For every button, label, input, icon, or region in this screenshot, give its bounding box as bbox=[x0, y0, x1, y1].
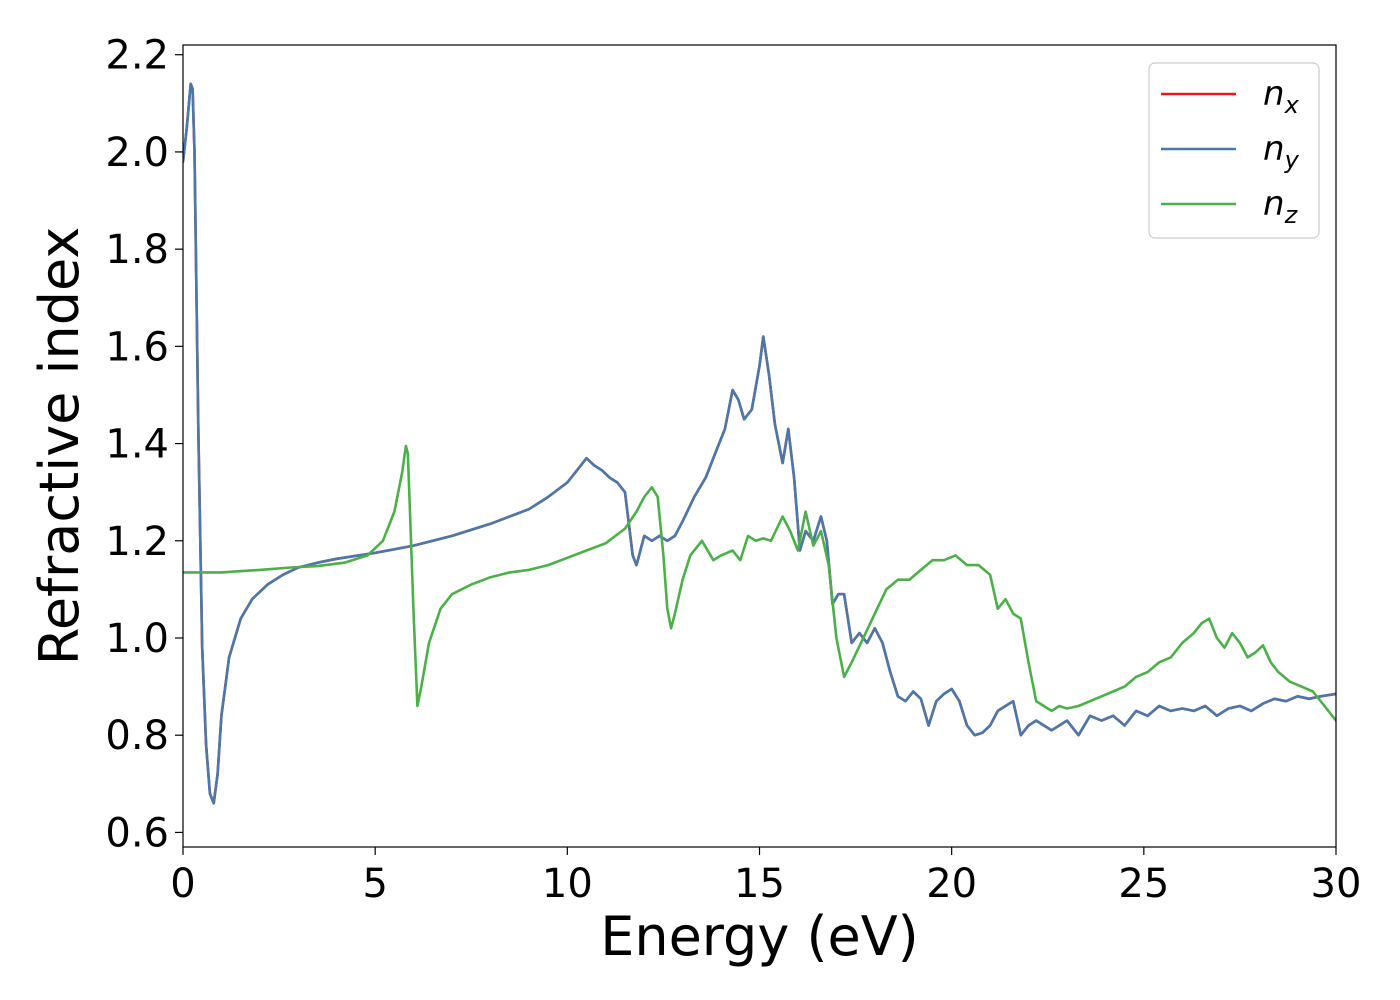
legend-item-n-z[interactable]: nz bbox=[1161, 184, 1299, 229]
x-tick-label: 20 bbox=[926, 861, 977, 907]
y-tick-label: 2.0 bbox=[105, 130, 169, 176]
y-tick-label: 0.8 bbox=[105, 713, 169, 759]
y-tick-label: 0.6 bbox=[105, 810, 169, 856]
x-tick-label: 10 bbox=[542, 861, 593, 907]
y-axis: 0.6 0.8 1.0 1.2 1.4 1.6 1.8 2.0 2.2 bbox=[105, 33, 183, 856]
legend-item-n-y[interactable]: ny bbox=[1161, 129, 1300, 174]
x-tick-label: 5 bbox=[362, 861, 387, 907]
x-axis: 0 5 10 15 20 25 30 bbox=[170, 847, 1361, 907]
legend-label: ny bbox=[1263, 129, 1300, 174]
y-tick-label: 1.6 bbox=[105, 324, 169, 370]
legend-label: nz bbox=[1263, 184, 1299, 229]
legend-label: nx bbox=[1263, 74, 1300, 119]
y-tick-label: 2.2 bbox=[105, 33, 169, 79]
series-layer bbox=[183, 82, 1336, 805]
x-tick-label: 30 bbox=[1311, 861, 1362, 907]
series-line-n-z bbox=[183, 444, 1336, 722]
legend-item-n-x[interactable]: nx bbox=[1161, 74, 1300, 119]
y-tick-label: 1.2 bbox=[105, 519, 169, 565]
legend-frame bbox=[1148, 62, 1320, 239]
x-tick-label: 15 bbox=[734, 861, 785, 907]
x-tick-label: 0 bbox=[170, 861, 195, 907]
y-axis-label: Refractive index bbox=[28, 227, 91, 666]
y-tick-label: 1.8 bbox=[105, 227, 169, 273]
y-tick-label: 1.4 bbox=[105, 422, 169, 468]
y-tick-label: 1.0 bbox=[105, 616, 169, 662]
x-tick-label: 25 bbox=[1118, 861, 1169, 907]
legend[interactable]: nx ny nz bbox=[1148, 62, 1320, 239]
legend-items: nx ny nz bbox=[1161, 74, 1300, 229]
x-axis-label: Energy (eV) bbox=[600, 905, 919, 968]
series-line-n-y bbox=[183, 82, 1336, 805]
